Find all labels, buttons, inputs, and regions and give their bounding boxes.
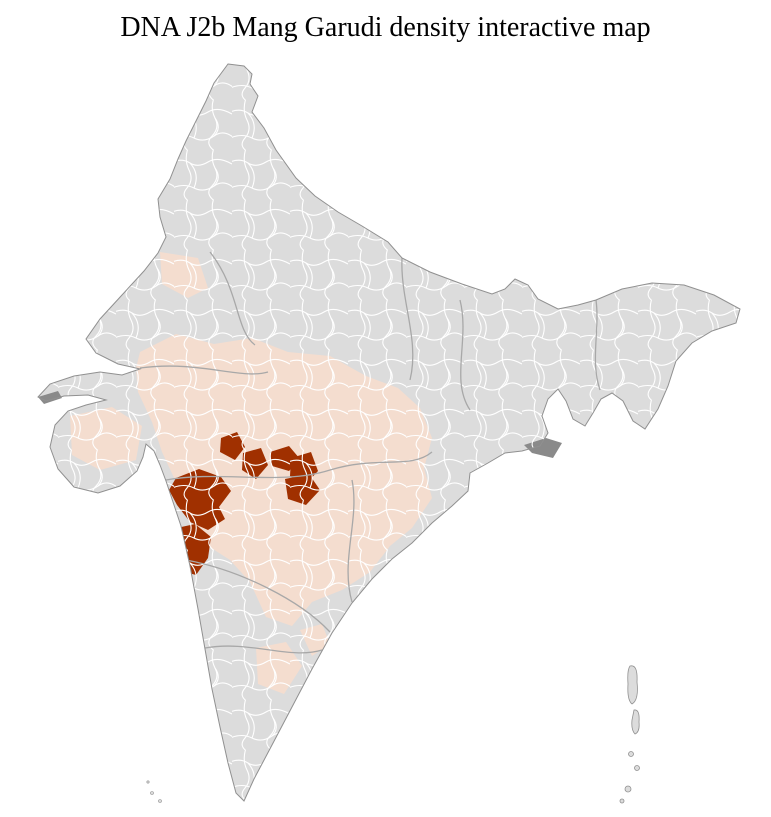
india-outline	[37, 63, 741, 802]
district-boundaries-overlay	[38, 64, 740, 801]
page-title: DNA J2b Mang Garudi density interactive …	[120, 12, 651, 43]
andaman-nicobar-islands[interactable]	[619, 665, 640, 804]
lakshadweep-islands[interactable]	[146, 780, 162, 803]
